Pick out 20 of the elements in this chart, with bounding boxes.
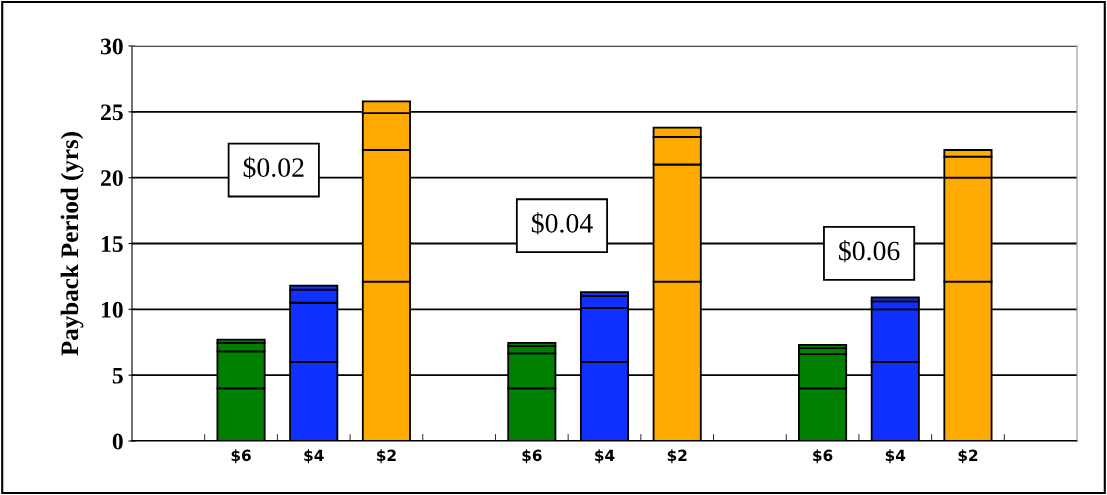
x-tick-label: $2 — [667, 449, 687, 464]
y-tick-label: 20 — [101, 170, 123, 187]
x-tick-label: $4 — [595, 449, 615, 464]
x-tick-label: $4 — [304, 449, 324, 464]
y-tick-label: 25 — [101, 104, 123, 121]
annotation: $0.04 — [531, 212, 593, 235]
annotation: $0.06 — [839, 239, 900, 263]
y-tick-label: 30 — [100, 38, 123, 55]
x-tick-label: $6 — [231, 449, 251, 464]
annotation: $0.02 — [243, 156, 304, 179]
x-tick-label: $4 — [885, 449, 906, 464]
x-tick-label: $2 — [958, 449, 978, 464]
y-tick-label: 0 — [112, 433, 123, 450]
x-tick-label: $6 — [522, 449, 542, 464]
y-axis-title: Payback Period (yrs) — [60, 132, 84, 356]
y-tick-label: 10 — [101, 301, 123, 318]
y-tick-label: 5 — [112, 367, 123, 384]
y-tick-label: 15 — [101, 236, 123, 252]
x-tick-label: $2 — [376, 449, 396, 464]
x-tick-label: $6 — [813, 449, 833, 464]
